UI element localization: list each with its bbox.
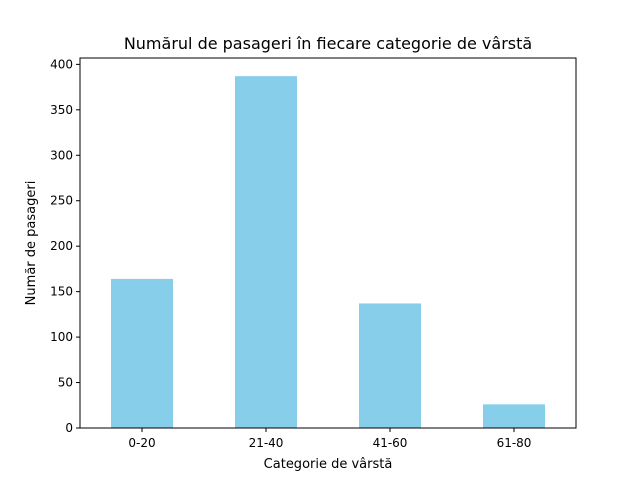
x-axis-label: Categorie de vârstă — [264, 457, 393, 472]
y-tick-label: 50 — [58, 376, 73, 390]
y-axis-ticks: 0 50 100 150 200 250 300 350 400 — [50, 57, 80, 435]
x-tick-label: 41-60 — [373, 436, 408, 450]
x-axis-ticks: 0-20 21-40 41-60 61-80 — [128, 428, 531, 450]
plot-frame — [79, 57, 577, 429]
bar-0-20 — [111, 278, 173, 428]
y-tick-label: 250 — [50, 194, 73, 208]
y-tick-label: 0 — [65, 421, 73, 435]
y-tick-label: 150 — [50, 285, 73, 299]
y-tick-label: 350 — [50, 103, 73, 117]
bar-41-60 — [359, 303, 421, 428]
x-tick-label: 0-20 — [128, 436, 155, 450]
y-axis-label: Număr de pasageri — [24, 181, 39, 306]
bars-group — [111, 76, 545, 428]
x-tick-label: 61-80 — [497, 436, 532, 450]
y-tick-label: 400 — [50, 57, 73, 71]
y-tick-label: 200 — [50, 239, 73, 253]
bar-61-80 — [483, 404, 545, 428]
y-tick-label: 100 — [50, 330, 73, 344]
bar-21-40 — [235, 76, 297, 428]
x-tick-label: 21-40 — [249, 436, 284, 450]
y-tick-label: 300 — [50, 148, 73, 162]
chart-title: Numărul de pasageri în fiecare categorie… — [124, 34, 532, 53]
